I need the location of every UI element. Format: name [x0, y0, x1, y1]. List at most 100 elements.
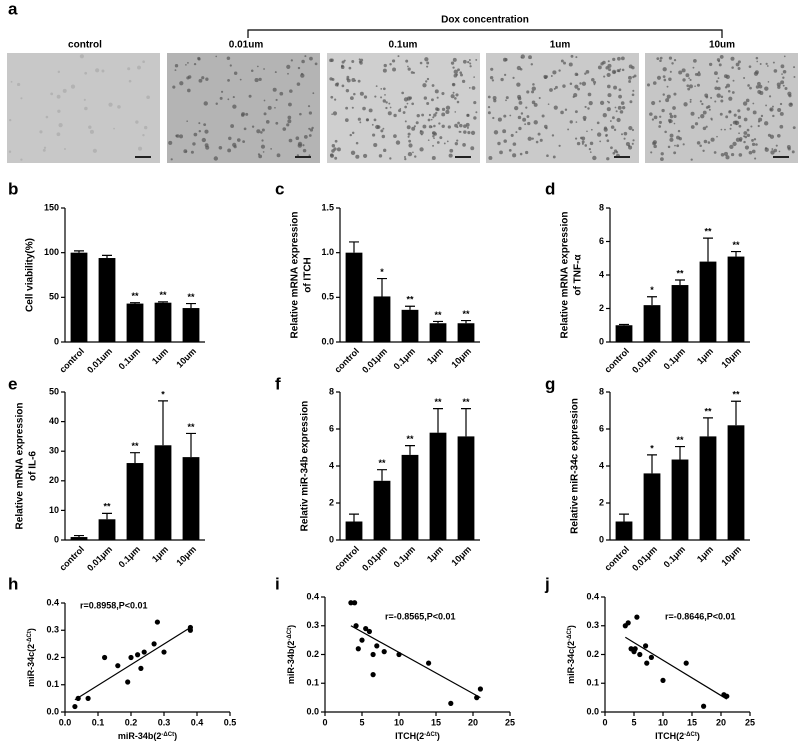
- cell: [279, 91, 284, 96]
- cell: [607, 93, 612, 98]
- cell: [497, 117, 502, 122]
- y-axis-label-part: miR-34c(2: [26, 644, 36, 687]
- cell: [593, 83, 596, 86]
- cell: [725, 155, 730, 160]
- y-tick-label: 10: [49, 505, 59, 515]
- cell: [518, 100, 523, 105]
- cell: [402, 111, 406, 114]
- cell: [751, 149, 756, 154]
- cell: [628, 80, 632, 83]
- cell: [88, 125, 92, 129]
- y-axis-label: miR-34c(2-ΔCt): [26, 628, 36, 687]
- y-tick-label: 0.4: [586, 591, 599, 601]
- annotation: r=-0.8565,P<0.01: [385, 611, 456, 621]
- cell: [56, 132, 61, 137]
- cell: [421, 113, 425, 117]
- cell: [233, 71, 238, 76]
- cell: [404, 105, 407, 109]
- cell: [411, 126, 416, 131]
- cell: [526, 115, 530, 118]
- x-axis-label: ITCH(2-ΔCt): [655, 731, 700, 741]
- y-tick-label: 0.3: [306, 620, 319, 630]
- cell: [514, 106, 519, 111]
- cell: [263, 112, 267, 116]
- y-tick-label: 0.3: [586, 620, 599, 630]
- cell: [438, 122, 441, 125]
- significance: **: [131, 441, 139, 451]
- cell: [613, 128, 617, 132]
- cell: [108, 102, 113, 107]
- significance: **: [406, 434, 414, 444]
- significance: **: [434, 397, 442, 407]
- cell: [576, 141, 581, 146]
- cell: [653, 144, 657, 149]
- cell: [560, 110, 564, 115]
- y-axis-label-part: ): [26, 628, 36, 631]
- x-tick-label: 20: [716, 717, 726, 727]
- cell: [503, 139, 507, 143]
- cell: [717, 77, 720, 80]
- cell: [382, 87, 386, 91]
- error-bar: [349, 241, 359, 253]
- bar: [699, 261, 717, 342]
- cell: [186, 76, 190, 80]
- cell: [696, 141, 701, 145]
- cell: [659, 115, 662, 118]
- cell: [581, 81, 587, 86]
- y-axis-label-part: ): [566, 625, 576, 628]
- significance: *: [650, 285, 654, 295]
- cell: [739, 137, 743, 141]
- cell: [344, 118, 349, 122]
- cell: [275, 121, 279, 125]
- significance: **: [732, 240, 740, 250]
- cell: [662, 75, 666, 79]
- cell: [707, 141, 711, 144]
- x-tick-label: 1μm: [425, 346, 445, 366]
- y-axis-label: of IL-6: [28, 451, 39, 481]
- dox-bracket: [247, 29, 723, 38]
- cell: [587, 107, 590, 110]
- x-tick-label: 0.1μm: [117, 544, 142, 569]
- cell: [742, 101, 748, 106]
- y-axis-label: miR-34c(2-ΔCt): [566, 625, 576, 684]
- cell: [57, 109, 61, 113]
- cell: [449, 148, 454, 153]
- cell: [538, 97, 541, 100]
- cell: [730, 56, 735, 61]
- cell: [179, 81, 184, 86]
- cell: [656, 57, 660, 60]
- y-tick-label: 1.0: [321, 247, 334, 257]
- x-tick-label: 0.1μm: [662, 346, 687, 371]
- cell: [568, 62, 573, 67]
- x-tick-label: 5: [631, 717, 636, 727]
- cell: [778, 150, 781, 153]
- cell: [606, 139, 610, 143]
- panel-letter: h: [8, 574, 18, 593]
- cell: [135, 120, 139, 124]
- cell: [512, 76, 515, 79]
- cell: [531, 90, 535, 94]
- y-tick-label: 0: [54, 336, 59, 346]
- cell: [582, 115, 587, 120]
- cell: [673, 92, 677, 96]
- cell: [341, 84, 345, 88]
- cell: [702, 126, 707, 131]
- cell: [198, 122, 201, 125]
- x-axis-label-part: ): [697, 731, 700, 741]
- cell: [419, 130, 422, 133]
- bar: [457, 436, 475, 540]
- cell: [724, 128, 726, 131]
- cell: [533, 102, 538, 107]
- cell: [406, 102, 409, 105]
- cell: [700, 113, 705, 119]
- cell: [240, 113, 245, 117]
- cell: [688, 77, 690, 80]
- bar: [457, 323, 475, 342]
- cell: [203, 123, 207, 126]
- cell: [753, 138, 757, 141]
- cell: [553, 87, 556, 90]
- cell: [380, 129, 384, 133]
- cell: [533, 120, 538, 125]
- cell: [669, 119, 673, 123]
- x-tick-label: 0.4: [191, 717, 204, 727]
